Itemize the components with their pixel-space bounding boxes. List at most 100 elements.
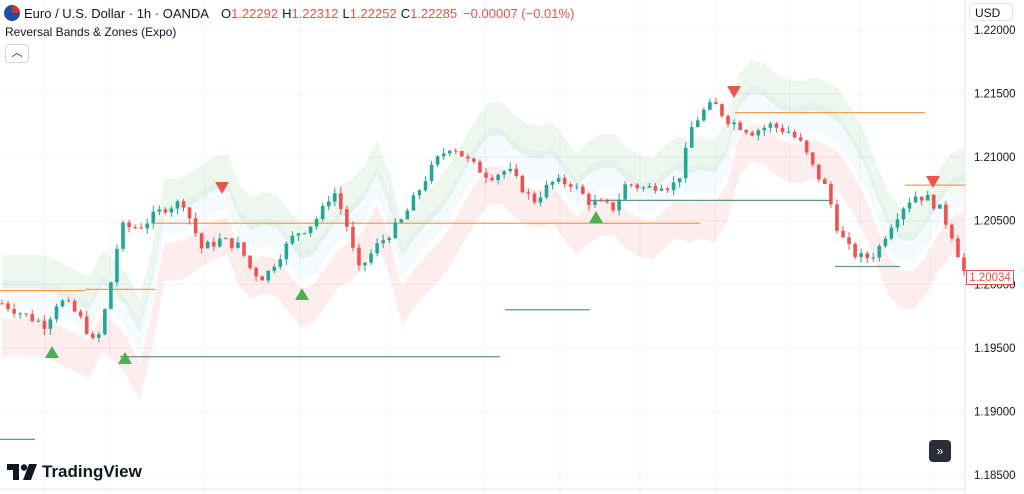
candle-body (127, 222, 131, 228)
high-label: H (282, 5, 292, 21)
candle-body (877, 245, 882, 258)
y-tick-label: 1.21000 (974, 152, 1016, 164)
candle-body (326, 201, 331, 206)
candle-body (810, 152, 815, 165)
chevron-up-icon[interactable]: ︿ (5, 44, 29, 63)
candle-body (236, 242, 240, 248)
candle-body (296, 233, 301, 236)
candle-body (732, 122, 736, 125)
candle-body (72, 300, 77, 312)
low-label: L (342, 5, 350, 21)
y-tick-label: 1.19500 (974, 343, 1016, 355)
candle-body (314, 219, 319, 227)
change-value: −0.00007 (−0.01%) (463, 5, 575, 21)
candle-body (60, 300, 65, 307)
candle-body (411, 195, 416, 211)
candle-body (308, 226, 313, 234)
candle-body (320, 205, 325, 220)
candle-body (865, 253, 869, 259)
candle-body (345, 209, 349, 227)
candle-body (405, 210, 410, 220)
candle-body (774, 123, 779, 128)
candle-body (792, 131, 797, 138)
close-label: C (400, 5, 411, 21)
buy-signal-triangle (295, 288, 309, 300)
candle-body (230, 238, 234, 248)
candle-body (157, 209, 162, 212)
currency-button[interactable]: USD (969, 3, 1013, 21)
candle-body (762, 127, 767, 131)
candle-body (24, 313, 29, 315)
candle-body (332, 193, 337, 202)
candle-body (266, 270, 271, 281)
candle-body (913, 196, 918, 203)
candle-body (556, 177, 561, 182)
candle-body (617, 199, 621, 211)
candle-body (375, 243, 379, 254)
candle-body (520, 175, 525, 193)
tradingview-logo[interactable]: TradingView (7, 461, 142, 483)
candle-body (6, 303, 10, 310)
candle-body (950, 224, 954, 239)
candle-body (702, 109, 706, 121)
candle-body (744, 130, 748, 133)
double-chevron-right-icon[interactable]: » (929, 440, 951, 462)
candle-body (593, 200, 597, 205)
candle-body (441, 153, 446, 157)
candle-body (109, 282, 113, 310)
open-label: O (220, 5, 232, 21)
symbol-title[interactable]: Euro / U.S. Dollar · 1h · OANDA (24, 5, 209, 21)
sell-signal-triangle (926, 176, 940, 188)
candle-body (218, 238, 222, 247)
candle-body (121, 222, 125, 249)
candle-body (544, 184, 549, 198)
candle-body (248, 255, 252, 269)
candle-body (623, 184, 627, 200)
candle-body (587, 194, 591, 205)
candle-body (653, 185, 658, 191)
candle-body (944, 204, 948, 225)
tradingview-logo-text: TradingView (42, 462, 142, 481)
candle-body (738, 122, 742, 131)
candle-body (78, 311, 83, 317)
candle-body (605, 200, 609, 203)
candle-body (357, 247, 361, 266)
candle-body (931, 195, 936, 209)
candle-body (224, 238, 228, 240)
candle-body (211, 241, 216, 247)
candle-body (466, 156, 470, 159)
lower-reversal-band (2, 123, 964, 402)
last-price-label: 1.20034 (966, 270, 1014, 285)
buy-signal-triangle (45, 346, 59, 358)
candle-body (97, 334, 101, 338)
symbol-header: Euro / U.S. Dollar · 1h · OANDA O 1.2229… (4, 4, 574, 22)
candle-body (574, 186, 579, 188)
candle-body (84, 316, 89, 334)
candle-body (599, 200, 603, 202)
candle-body (490, 177, 494, 181)
candle-body (829, 184, 833, 205)
tradingview-logo-icon (7, 464, 37, 480)
candle-body (665, 188, 670, 191)
candle-body (635, 184, 640, 189)
indicator-title[interactable]: Reversal Bands & Zones (Expo) (5, 25, 177, 39)
candle-body (272, 266, 277, 271)
candle-body (151, 211, 156, 224)
sell-signal-triangle (727, 86, 741, 98)
y-tick-label: 1.20500 (974, 216, 1016, 228)
eur-usd-flag-icon (4, 5, 20, 21)
candle-body (393, 222, 398, 239)
candle-body (901, 208, 906, 220)
candle-body (956, 238, 960, 258)
candle-body (417, 190, 422, 196)
low-value: 1.22252 (349, 5, 397, 21)
candle-body (290, 235, 295, 244)
upper-reversal-band (2, 59, 964, 333)
candle-body (175, 201, 180, 209)
candle-body (859, 253, 863, 258)
candle-body (853, 243, 857, 258)
candle-body (278, 259, 283, 267)
candle-body (205, 241, 210, 249)
candle-body (689, 127, 694, 148)
